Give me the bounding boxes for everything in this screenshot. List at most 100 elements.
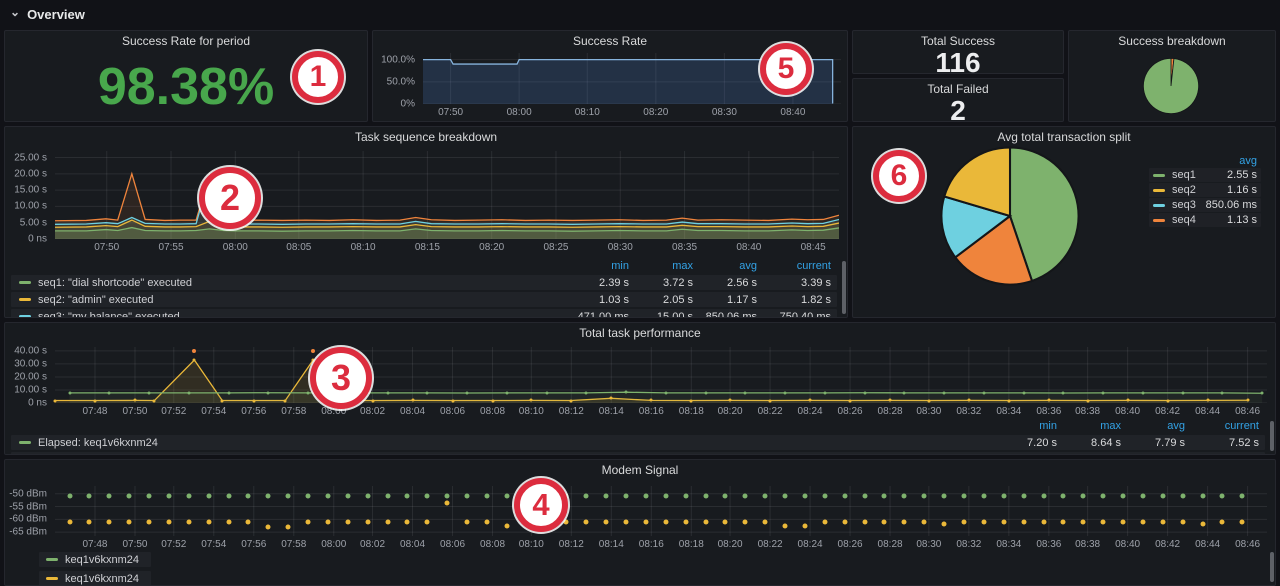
series-value: 1.16 s [1227, 184, 1257, 196]
legend-row[interactable]: seq2: "admin" executed 1.03 s 2.05 s 1.17 s… [11, 292, 837, 307]
data-point [1022, 391, 1026, 395]
x-tick-label: 07:56 [241, 406, 267, 417]
panel-title[interactable]: Total task performance [579, 326, 701, 340]
scrollbar[interactable] [842, 261, 846, 314]
data-point [703, 493, 709, 499]
data-point [252, 399, 256, 403]
data-point [1160, 519, 1166, 525]
legend-item[interactable]: keq1v6kxnm24 [39, 552, 151, 567]
x-tick-label: 07:54 [201, 539, 227, 550]
panel-title[interactable]: Success Rate [572, 34, 648, 48]
panel-title[interactable]: Total Failed [927, 82, 989, 96]
plot-area[interactable] [55, 151, 839, 239]
panel-title[interactable]: Modem Signal [601, 463, 679, 477]
series-label[interactable]: seq4 [1172, 214, 1196, 226]
series-label[interactable]: keq1v6kxnm24 [65, 572, 139, 585]
row-header-overview[interactable]: ⌄ Overview [0, 0, 1280, 28]
x-tick-label: 08:10 [518, 406, 544, 417]
data-point [106, 493, 112, 499]
data-point [444, 493, 450, 499]
y-tick-label: 30.00 s [14, 358, 47, 370]
series-value: 850.06 ms [1205, 199, 1257, 211]
pie-legend-item[interactable]: seq2 1.16 s [1149, 183, 1261, 197]
x-tick-label: 08:08 [480, 539, 506, 550]
data-point [722, 493, 728, 499]
data-point [451, 399, 455, 403]
data-point [1141, 391, 1145, 395]
series-label[interactable]: Elapsed: keq1v6kxnm24 [38, 454, 158, 455]
avg-split-pie[interactable] [938, 144, 1082, 288]
data-point [1100, 493, 1106, 499]
plot-area[interactable] [53, 347, 1267, 403]
data-point [1047, 398, 1051, 402]
panel-title[interactable]: Total Success [920, 34, 996, 48]
scrollbar[interactable] [1270, 421, 1274, 451]
x-axis: 07:48 07:50 07:52 07:54 07:56 07:58 08:00 08:02… [55, 536, 1267, 550]
x-tick-label: 08:26 [837, 406, 863, 417]
x-tick-label: 08:16 [638, 539, 664, 550]
series-label[interactable]: seq1 [1172, 169, 1196, 181]
data-point [921, 519, 927, 525]
series-label[interactable]: seq1: "dial shortcode" executed [38, 276, 192, 289]
series-label[interactable]: seq2 [1172, 184, 1196, 196]
scrollbar[interactable] [1270, 552, 1274, 582]
plot-area[interactable] [423, 53, 841, 104]
y-axis: 25.00 s 20.00 s 15.00 s 10.00 s 5.00 s 0 ns [9, 151, 53, 244]
series-label[interactable]: seq2: "admin" executed [38, 293, 154, 306]
series-swatch [46, 577, 58, 580]
x-tick-label: 08:00 [222, 242, 248, 253]
data-point [1080, 519, 1086, 525]
data-point [584, 391, 588, 395]
plot-area[interactable] [55, 486, 1267, 536]
pie-legend: avg seq1 2.55 s seq2 1.16 s seq3 850.06 ms seq… [1149, 155, 1261, 228]
y-tick-label: 0 ns [28, 233, 47, 245]
data-point [743, 391, 747, 395]
series-label[interactable]: Elapsed: keq1v6kxnm24 [38, 436, 158, 449]
x-tick-label: 08:08 [480, 406, 506, 417]
data-point [192, 348, 197, 353]
data-point [386, 391, 390, 395]
data-point [623, 493, 629, 499]
pie-legend-item[interactable]: seq4 1.13 s [1149, 213, 1261, 227]
pie-legend-item[interactable]: seq1 2.55 s [1149, 168, 1261, 182]
x-tick-label: 07:56 [241, 539, 267, 550]
x-tick-label: 07:50 [94, 242, 120, 253]
panel-title[interactable]: Success Rate for period [121, 34, 251, 48]
data-point [563, 519, 569, 525]
data-point [941, 493, 947, 499]
data-point [325, 519, 331, 525]
data-point [1239, 519, 1245, 525]
series-swatch [19, 315, 31, 317]
x-tick-label: 07:52 [161, 406, 187, 417]
x-tick-label: 08:36 [1036, 539, 1062, 550]
data-point [762, 493, 768, 499]
x-tick-label: 08:05 [286, 242, 312, 253]
panel-title[interactable]: Avg total transaction split [997, 130, 1131, 144]
data-point [1041, 493, 1046, 499]
legend-row[interactable]: seq3: "my balance" executed 471.00 ms 15.0… [11, 309, 837, 318]
legend-row[interactable]: seq1: "dial shortcode" executed 2.39 s 3.7… [11, 275, 837, 290]
data-point [464, 519, 470, 525]
data-point [862, 519, 868, 525]
panel-title[interactable]: Success breakdown [1118, 34, 1226, 48]
pie-legend-item[interactable]: seq3 850.06 ms [1149, 198, 1261, 212]
series-label[interactable]: seq3: "my balance" executed [38, 310, 180, 318]
x-tick-label: 08:38 [1075, 539, 1101, 550]
data-point [146, 493, 152, 499]
panel-avg-split: Avg total transaction split avg seq1 2.55… [852, 126, 1276, 318]
series-label[interactable]: keq1v6kxnm24 [65, 553, 139, 566]
series-label[interactable]: seq3 [1172, 199, 1196, 211]
data-point [187, 391, 191, 395]
legend-table: min max avg current seq1: "dial shortcode" e… [11, 259, 837, 317]
stat-value: 98.38% [97, 58, 275, 116]
panel-title[interactable]: Task sequence breakdown [354, 130, 498, 144]
data-point [663, 519, 669, 525]
legend-item[interactable]: keq1v6kxnm24 [39, 571, 151, 585]
data-point [1120, 493, 1126, 499]
success-breakdown-pie[interactable] [1142, 57, 1200, 115]
data-point [345, 493, 351, 499]
